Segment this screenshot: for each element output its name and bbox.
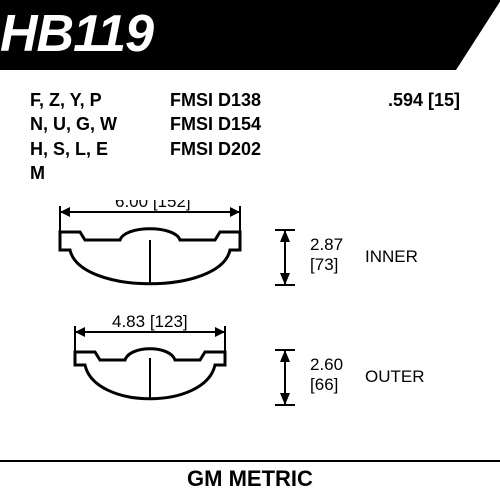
header-bar: HB119 [0, 0, 500, 70]
compounds-line: M [30, 161, 170, 185]
inner-height-in: 2.87 [310, 235, 343, 254]
thickness-value: .594 [15] [325, 88, 460, 112]
inner-width-in: 6.00 [115, 200, 148, 211]
compounds-column: F, Z, Y, P N, U, G, W H, S, L, E M [30, 88, 170, 185]
fmsi-column: FMSI D138 FMSI D154 FMSI D202 [170, 88, 325, 185]
outer-height-in: 2.60 [310, 355, 343, 374]
fmsi-line: FMSI D202 [170, 137, 325, 161]
fmsi-line: FMSI D138 [170, 88, 325, 112]
svg-text:6.00 [152]: 6.00 [152] [115, 200, 191, 211]
part-number: HB119 [0, 4, 153, 64]
inner-height-mm: 73 [315, 255, 334, 274]
header-slant [456, 0, 500, 70]
outer-label: OUTER [365, 367, 425, 386]
specs-block: F, Z, Y, P N, U, G, W H, S, L, E M FMSI … [30, 88, 480, 185]
compounds-line: F, Z, Y, P [30, 88, 170, 112]
outer-width-in: 4.83 [112, 312, 145, 331]
svg-text:4.83 [123]: 4.83 [123] [112, 312, 188, 331]
brake-pad-diagram: 6.00 [152] 2.87 [73] INNER 4.83 [123] 2.… [40, 200, 460, 450]
compounds-line: H, S, L, E [30, 137, 170, 161]
svg-text:[73]: [73] [310, 255, 338, 274]
thickness-column: .594 [15] [325, 88, 480, 185]
outer-height-mm: 66 [315, 375, 334, 394]
inner-label: INNER [365, 247, 418, 266]
fmsi-line: FMSI D154 [170, 112, 325, 136]
inner-width-mm: 152 [158, 200, 186, 211]
compounds-line: N, U, G, W [30, 112, 170, 136]
svg-text:[66]: [66] [310, 375, 338, 394]
footer-title: GM METRIC [0, 460, 500, 492]
outer-width-mm: 123 [155, 312, 183, 331]
